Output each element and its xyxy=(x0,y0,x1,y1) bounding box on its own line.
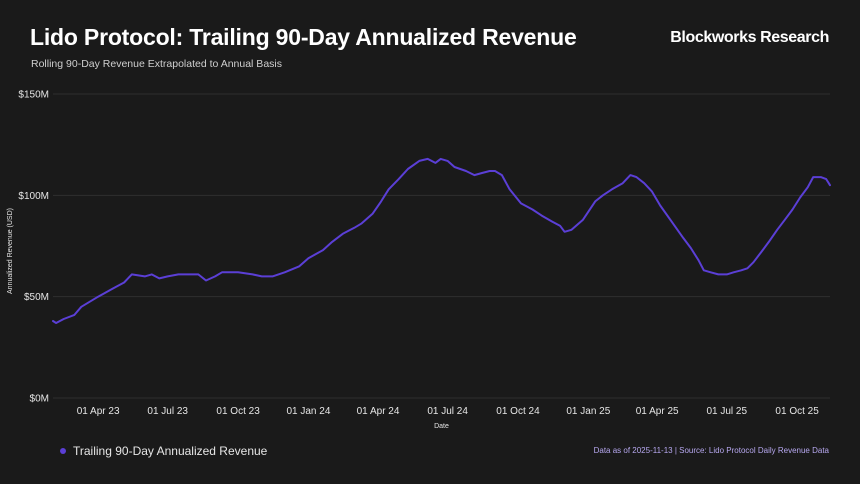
x-tick-label: 01 Jan 25 xyxy=(566,406,610,417)
y-axis-ticks: $0M $50M $100M $150M xyxy=(18,90,49,405)
series-line xyxy=(52,157,831,324)
x-tick-label: 01 Apr 25 xyxy=(636,406,679,417)
y-tick-label: $100M xyxy=(18,191,49,202)
y-tick-label: $0M xyxy=(30,394,49,405)
x-tick-label: 01 Oct 25 xyxy=(775,406,819,417)
chart-title: Lido Protocol: Trailing 90-Day Annualize… xyxy=(30,24,577,50)
legend: Trailing 90-Day Annualized Revenue xyxy=(60,444,267,458)
x-axis-ticks: 01 Apr 23 01 Jul 23 01 Oct 23 01 Jan 24 01 A… xyxy=(77,406,820,417)
x-axis-title: Date xyxy=(434,423,449,430)
x-tick-label: 01 Jan 24 xyxy=(286,406,330,417)
y-axis-title: Annualized Revenue (USD) xyxy=(7,208,14,294)
x-tick-label: 01 Jul 25 xyxy=(706,406,747,417)
x-tick-label: 01 Apr 24 xyxy=(357,406,400,417)
source-note: Data as of 2025-11-13 | Source: Lido Pro… xyxy=(593,446,829,455)
y-tick-label: $50M xyxy=(24,292,49,303)
x-tick-label: 01 Oct 24 xyxy=(496,406,540,417)
legend-label: Trailing 90-Day Annualized Revenue xyxy=(73,444,268,458)
legend-swatch xyxy=(60,448,66,454)
y-tick-label: $150M xyxy=(18,90,49,101)
series-lines xyxy=(52,157,831,324)
brand-logo: Blockworks Research xyxy=(670,29,829,46)
x-tick-label: 01 Oct 23 xyxy=(216,406,260,417)
grid-lines xyxy=(53,93,830,399)
chart-subtitle: Rolling 90-Day Revenue Extrapolated to A… xyxy=(31,58,282,70)
x-tick-label: 01 Jul 24 xyxy=(427,406,468,417)
x-tick-label: 01 Jul 23 xyxy=(147,406,188,417)
x-tick-label: 01 Apr 23 xyxy=(77,406,120,417)
